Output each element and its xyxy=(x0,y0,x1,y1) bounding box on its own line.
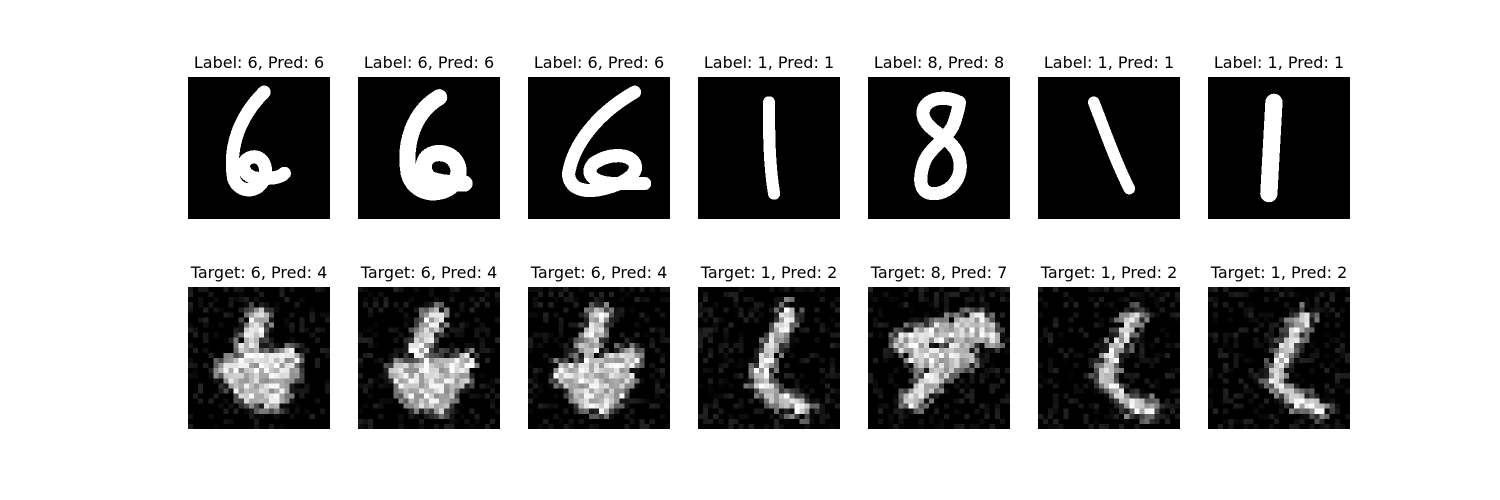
adversarial-image xyxy=(868,287,1010,429)
digit-image xyxy=(1208,77,1350,219)
adversarial-image xyxy=(1208,287,1350,429)
panel-title: Label: 6, Pred: 6 xyxy=(533,53,665,72)
panel-title: Label: 8, Pred: 8 xyxy=(873,53,1005,72)
digit-image xyxy=(188,77,330,219)
panel-title: Target: 1, Pred: 2 xyxy=(1210,263,1348,282)
digit-image xyxy=(358,77,500,219)
digit-image xyxy=(698,77,840,219)
panel-title: Target: 6, Pred: 4 xyxy=(360,263,498,282)
adversarial-image xyxy=(528,287,670,429)
panel-title: Label: 6, Pred: 6 xyxy=(363,53,495,72)
panel-title: Label: 1, Pred: 1 xyxy=(1043,53,1175,72)
panel-title: Target: 1, Pred: 2 xyxy=(1040,263,1178,282)
digit-image xyxy=(868,77,1010,219)
panel-title: Label: 1, Pred: 1 xyxy=(703,53,835,72)
panel-title: Target: 1, Pred: 2 xyxy=(700,263,838,282)
panel-title: Target: 6, Pred: 4 xyxy=(190,263,328,282)
panel-title: Label: 1, Pred: 1 xyxy=(1213,53,1345,72)
adversarial-image xyxy=(188,287,330,429)
digit-image xyxy=(528,77,670,219)
adversarial-image xyxy=(1038,287,1180,429)
panel-title: Target: 8, Pred: 7 xyxy=(870,263,1008,282)
adversarial-image xyxy=(698,287,840,429)
panel-title: Target: 6, Pred: 4 xyxy=(530,263,668,282)
adversarial-image xyxy=(358,287,500,429)
digit-image xyxy=(1038,77,1180,219)
panel-title: Label: 6, Pred: 6 xyxy=(193,53,325,72)
